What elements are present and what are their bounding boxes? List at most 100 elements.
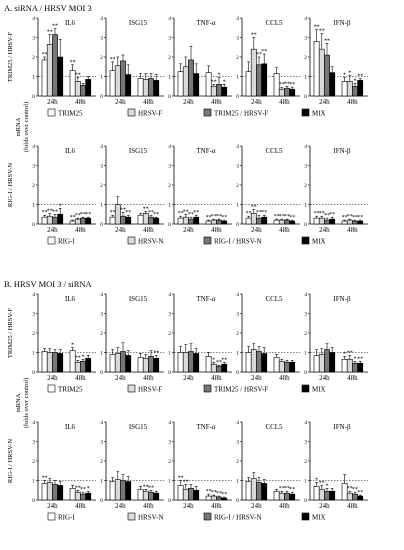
y-tick-label: 2 [168, 55, 171, 61]
bar [52, 352, 58, 373]
bar [357, 362, 364, 373]
y-tick-label: 0 [304, 94, 307, 100]
significance-mark: ** [329, 212, 335, 218]
y-tick-label: 1 [304, 203, 307, 209]
bar [153, 358, 160, 373]
significance-mark: ** [261, 210, 267, 216]
y-tick-label: 0 [100, 498, 103, 504]
bar [289, 361, 296, 373]
y-tick-label: 3 [168, 312, 171, 318]
significance-mark: ** [216, 214, 222, 220]
shared-ylabel-line1: mRNA [15, 393, 22, 412]
y-tick-label: 3 [304, 164, 307, 170]
bar [109, 70, 116, 97]
bar [250, 478, 257, 501]
section-b-title: B. HRSV MOI 3 / siRNA [4, 279, 93, 289]
bar [69, 220, 76, 225]
category-label: 24h [319, 374, 330, 382]
category-label: 48h [75, 226, 86, 234]
y-tick-label: 3 [168, 440, 171, 446]
bar [324, 349, 330, 373]
bar [289, 88, 296, 97]
y-tick-label: 3 [100, 164, 103, 170]
bar [177, 352, 184, 373]
y-tick-label: 0 [236, 370, 239, 376]
significance-mark: ** [52, 24, 58, 30]
y-tick-label: 3 [32, 312, 35, 318]
bar [221, 497, 228, 501]
significance-mark: ** [42, 210, 48, 216]
y-tick-label: 1 [32, 479, 35, 485]
legend-label: TRIM25 [58, 110, 83, 118]
y-tick-label: 0 [168, 370, 171, 376]
significance-mark: ** [357, 215, 363, 221]
bar [153, 217, 160, 225]
y-tick-label: 0 [304, 498, 307, 504]
bar [245, 217, 252, 225]
significance-mark: ** [153, 350, 159, 356]
legend-label: TRIM25 / HRSV-F [214, 110, 268, 118]
bar [256, 482, 262, 501]
legend-swatch [47, 236, 56, 245]
significance-mark: ** [85, 212, 91, 218]
panel-1-0-1: 0 1 2 3 4 ISG15 ** 24h 48h [100, 292, 164, 382]
category-label: 48h [143, 374, 154, 382]
bar [52, 484, 58, 501]
legend-swatch [203, 512, 212, 521]
gene-title: IFN-β [333, 19, 351, 27]
row-label: TRIM25 / HRSV-F [7, 31, 14, 82]
bar [142, 490, 149, 501]
bar [261, 63, 268, 97]
significance-mark: ** [75, 72, 81, 78]
bar [120, 215, 126, 225]
row-label: TRIM25 / HRSV-F [7, 307, 14, 358]
significance-mark: ** [47, 208, 53, 214]
y-tick-label: 0 [304, 370, 307, 376]
bar [324, 490, 330, 501]
bar [137, 488, 144, 501]
significance-mark: ** [80, 212, 86, 218]
y-tick-label: 4 [32, 144, 35, 150]
category-label: 48h [211, 502, 222, 510]
bar [57, 353, 64, 373]
bar [125, 74, 132, 97]
significance-mark: ** [357, 356, 363, 362]
y-tick-label: 4 [236, 420, 239, 426]
y-tick-label: 0 [236, 94, 239, 100]
legend-label: MIX [312, 386, 326, 394]
y-tick-label: 2 [168, 459, 171, 465]
significance-mark: ** [221, 215, 227, 221]
bar [148, 491, 154, 501]
bar [341, 220, 348, 225]
significance-mark: ** [188, 212, 194, 218]
bar [261, 483, 268, 501]
category-label: 24h [183, 98, 194, 106]
y-tick-label: 1 [32, 351, 35, 357]
significance-mark: * [71, 343, 74, 349]
section-a-title: A. siRNA / HRSV MOI 3 [4, 3, 92, 13]
y-tick-label: 1 [236, 203, 239, 209]
bar [313, 217, 320, 225]
significance-mark: ** [70, 60, 76, 66]
y-tick-label: 3 [236, 36, 239, 42]
legend-swatch [47, 108, 56, 117]
gene-title: IFN-β [333, 423, 351, 431]
y-tick-label: 3 [32, 164, 35, 170]
legend-label: RIG-I / HRSV-N [214, 238, 262, 246]
bar [250, 349, 257, 373]
significance-mark: ** [221, 492, 227, 498]
gene-title: ISG15 [129, 19, 148, 27]
bar [41, 351, 48, 373]
gene-title: CCL5 [265, 295, 283, 303]
y-tick-label: 1 [100, 351, 103, 357]
y-tick-label: 0 [100, 370, 103, 376]
y-tick-label: 4 [304, 144, 307, 150]
y-tick-label: 1 [304, 479, 307, 485]
significance-mark: ** [143, 206, 149, 212]
y-tick-label: 1 [32, 75, 35, 81]
bar [80, 217, 86, 225]
